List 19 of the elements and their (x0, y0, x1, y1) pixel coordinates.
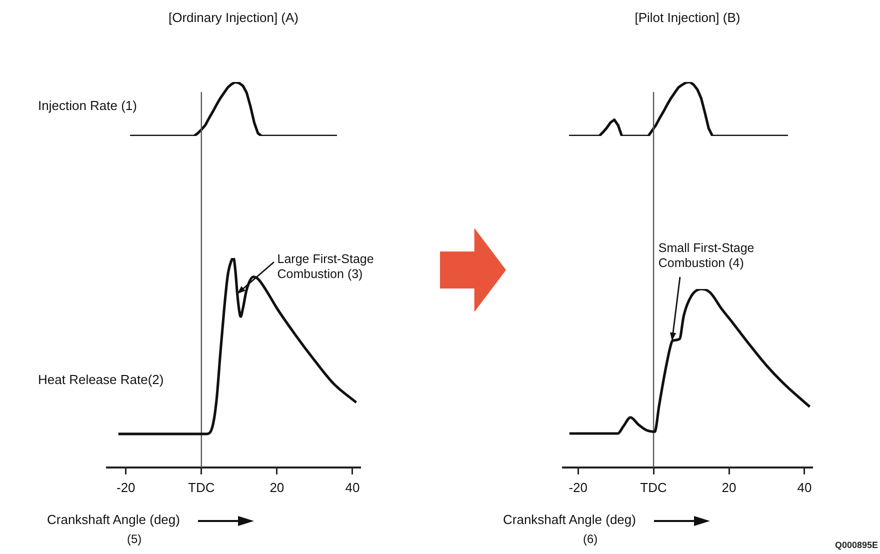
text: (5) (127, 532, 142, 546)
x-axis-title: Crankshaft Angle (deg) (503, 512, 637, 527)
x-tick-label: -20 (568, 480, 588, 495)
text: (6) (583, 532, 598, 546)
text: Q000895E (834, 540, 878, 550)
annotation: Small First-Stage Combustion (4) (658, 240, 756, 271)
x-tick-label: TDC (188, 480, 215, 495)
annotation: Large First-Stage Combustion (3) (277, 252, 375, 282)
x-tick-label: -20 (116, 480, 136, 495)
text: Heat Release Rate(2) (38, 372, 164, 387)
series-label: Injection Rate (1) (38, 98, 137, 113)
x-axis-title: Crankshaft Angle (deg) (47, 512, 181, 527)
x-tick-label: 20 (270, 480, 284, 495)
chart-title: [Pilot Injection] (B) (634, 10, 742, 25)
chart-title: [Ordinary Injection] (A) (167, 10, 300, 25)
x-tick-label: 40 (797, 480, 812, 495)
x-tick-label: TDC (640, 480, 667, 495)
x-tick-label: 40 (345, 480, 360, 495)
x-tick-label: 20 (722, 480, 736, 495)
